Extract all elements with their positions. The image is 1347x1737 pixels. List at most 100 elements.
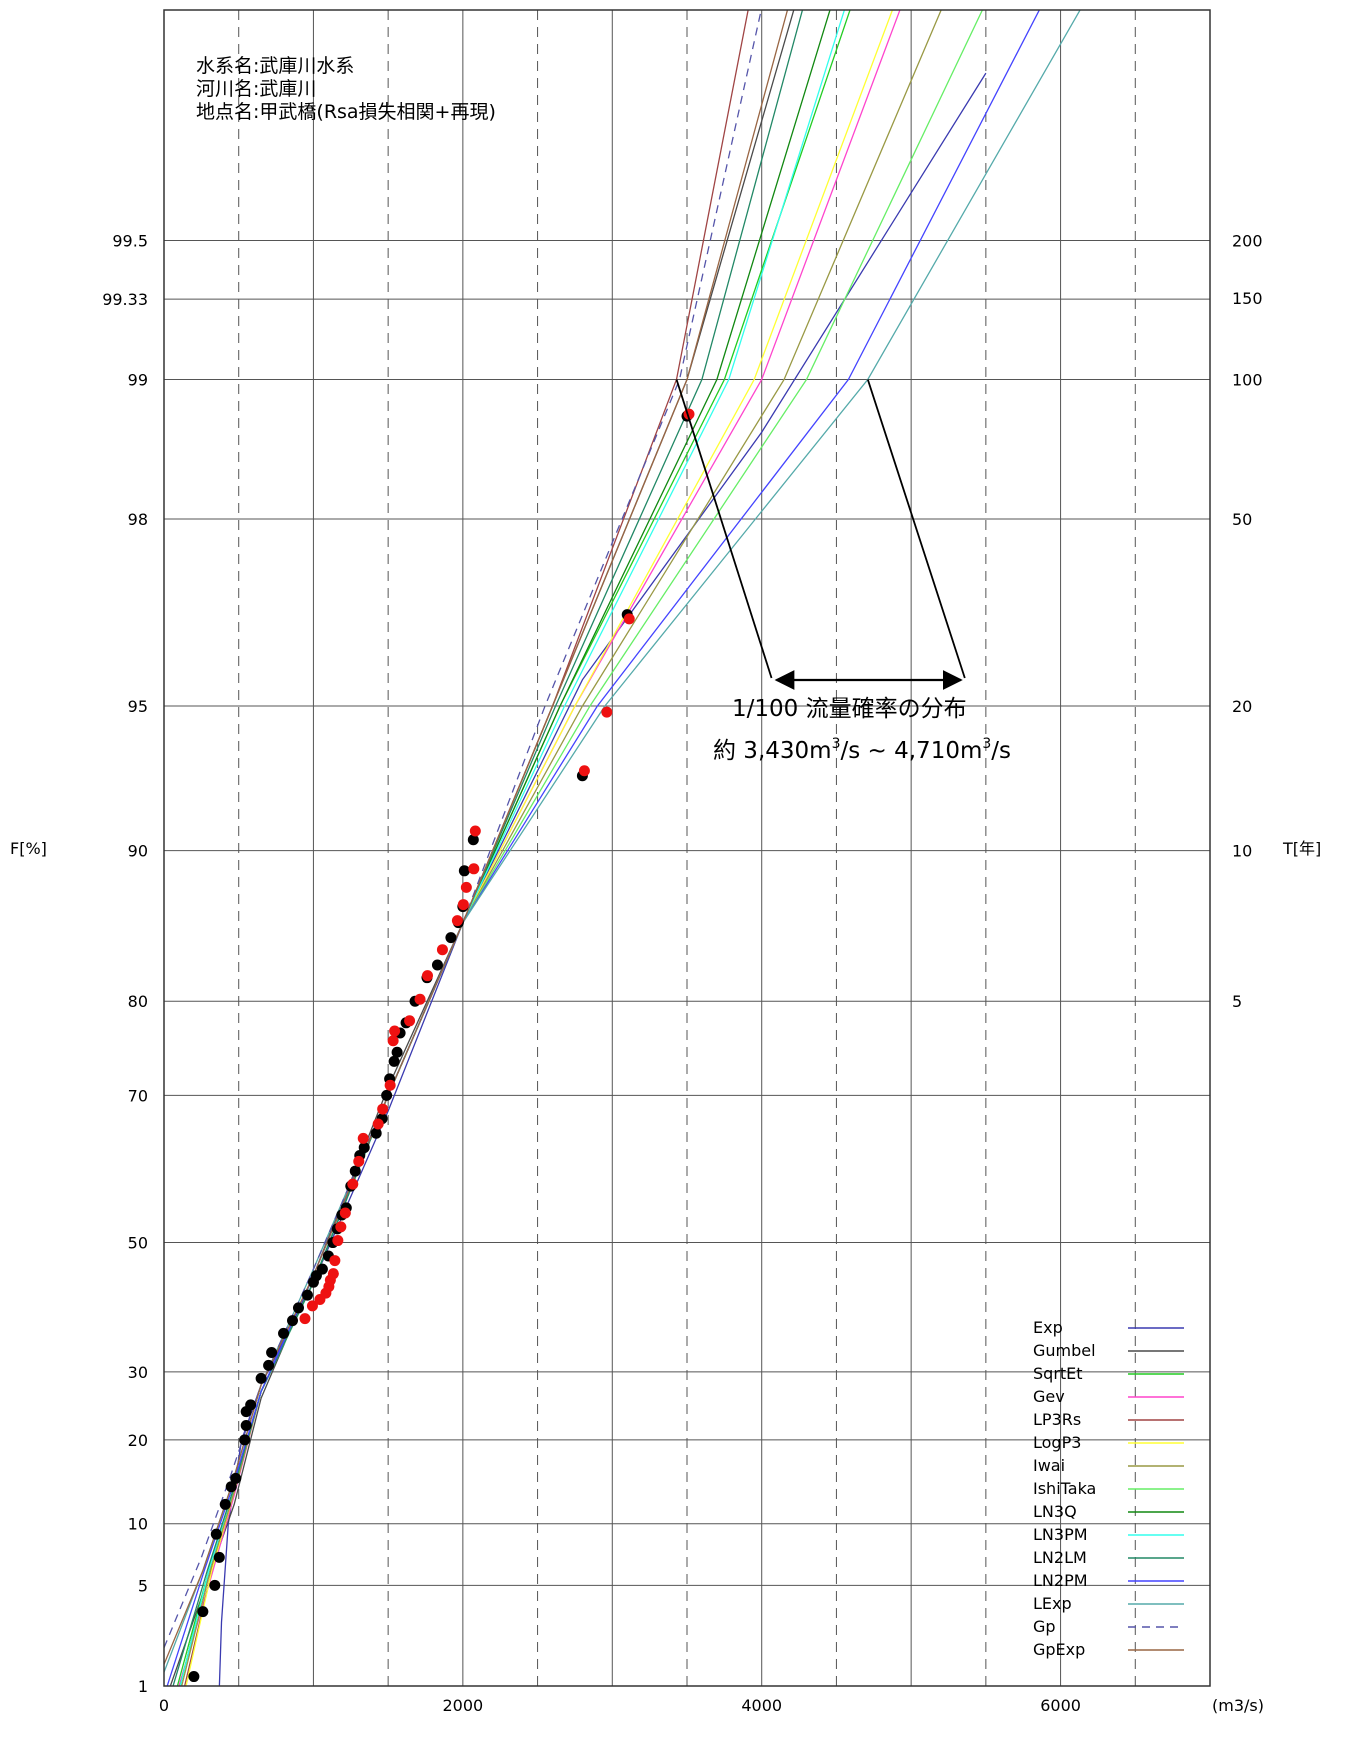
- f-tick-label: 30: [128, 1363, 148, 1382]
- legend-label: LP3Rs: [1033, 1410, 1081, 1429]
- t-tick-label: 100: [1232, 370, 1263, 389]
- f-tick-label: 70: [128, 1086, 148, 1105]
- observed-point-alt: [468, 863, 480, 875]
- observed-point: [263, 1359, 275, 1371]
- observed-point-alt: [357, 1132, 369, 1144]
- info-line-station: 地点名:甲武橋(Rsa損失相関+再現): [196, 101, 496, 123]
- observed-point-alt: [306, 1300, 318, 1312]
- plot-frame: [163, 9, 1211, 1687]
- series-line-lexp: [164, 10, 1081, 1673]
- observed-point-alt: [436, 944, 448, 956]
- legend-label: Gp: [1033, 1617, 1056, 1636]
- observed-point: [388, 1055, 400, 1067]
- observed-point-alt: [299, 1313, 311, 1325]
- x-tick-label: 4000: [741, 1696, 782, 1715]
- legend-label: LN3PM: [1033, 1525, 1088, 1544]
- observed-point-alt: [422, 970, 433, 982]
- legend-label: Exp: [1033, 1318, 1063, 1337]
- observed-point: [381, 1089, 393, 1101]
- annotation-range-prefix: 約 3,430m: [713, 738, 832, 764]
- observed-point: [278, 1327, 290, 1339]
- observed-point: [349, 1165, 361, 1177]
- observed-point-alt: [372, 1118, 384, 1130]
- observed-point-alt: [451, 915, 463, 927]
- series-line-exp: [218, 72, 987, 1686]
- observed-point: [467, 834, 479, 846]
- series-layer: [164, 10, 1081, 1686]
- legend-label: LN3Q: [1033, 1502, 1077, 1521]
- observed-point-alt: [353, 1155, 365, 1167]
- observed-point-alt: [469, 825, 481, 837]
- x-tick-label: 0: [159, 1696, 169, 1715]
- f-tick-label: 99: [128, 370, 148, 389]
- legend-label: GpExp: [1033, 1640, 1085, 1659]
- observed-point: [225, 1481, 237, 1493]
- f-tick-label: 99.5: [112, 231, 148, 250]
- legend-label: Gumbel: [1033, 1341, 1096, 1360]
- observed-point-alt: [329, 1255, 341, 1267]
- annotation-1-100: 1/100 流量確率の分布 約 3,430m3/s ~ 4,710m3/s: [675, 379, 1011, 764]
- observed-point: [316, 1263, 328, 1275]
- observed-point: [391, 1046, 403, 1058]
- x-tick-label: 6000: [1040, 1696, 1081, 1715]
- f-tick-label: 1: [138, 1677, 148, 1696]
- observed-point: [287, 1315, 299, 1327]
- observed-point: [210, 1528, 222, 1540]
- observed-point: [301, 1289, 313, 1301]
- observed-point: [370, 1127, 382, 1139]
- observed-point-alt: [384, 1079, 396, 1091]
- observed-points-layer: [188, 408, 695, 1683]
- observed-point-alt: [623, 613, 635, 625]
- f-tick-label: 10: [128, 1515, 148, 1534]
- observed-point: [292, 1302, 304, 1314]
- f-tick-label: 90: [128, 842, 148, 861]
- observed-point: [266, 1347, 278, 1359]
- series-line-ln3pm: [179, 10, 846, 1686]
- legend-label: LExp: [1033, 1594, 1072, 1613]
- observed-point-alt: [578, 765, 590, 777]
- observed-point-alt: [332, 1235, 344, 1247]
- legend-label: LN2PM: [1033, 1571, 1088, 1590]
- legend-label: IshiTaka: [1033, 1479, 1096, 1498]
- observed-point-alt: [460, 881, 472, 893]
- t-tick-label: 150: [1232, 289, 1263, 308]
- series-line-sqrtet: [176, 10, 851, 1686]
- annotation-sup-2: 3: [982, 736, 991, 752]
- observed-point: [358, 1142, 370, 1154]
- observed-point-alt: [339, 1207, 351, 1219]
- observed-point: [458, 865, 470, 877]
- annotation-range: 約 3,430m3/s ~ 4,710m3/s: [713, 736, 1011, 764]
- legend-label: Gev: [1033, 1387, 1065, 1406]
- legend: Exp Gumbel SqrtEt Gev LP3Rs LogP3 Iwai IshiTaka…: [1033, 1318, 1184, 1659]
- observed-point: [197, 1606, 209, 1618]
- observed-point: [213, 1551, 225, 1563]
- series-line-ishitaka: [179, 10, 984, 1686]
- t-tick-label: 200: [1232, 231, 1263, 250]
- observed-point: [230, 1472, 242, 1484]
- observed-point-alt: [347, 1178, 359, 1190]
- annotation-range-suffix: /s: [991, 738, 1011, 764]
- f-tick-label: 20: [128, 1431, 148, 1450]
- observed-point-alt: [404, 1015, 416, 1027]
- observed-point: [445, 932, 457, 944]
- observed-point: [255, 1372, 267, 1384]
- observed-point: [431, 959, 443, 971]
- observed-point: [209, 1579, 221, 1591]
- series-line-gev: [178, 10, 901, 1686]
- legend-label: Iwai: [1033, 1456, 1065, 1475]
- observed-point: [245, 1399, 257, 1411]
- series-line-gp: [164, 10, 762, 1649]
- t-tick-label: 5: [1232, 992, 1242, 1011]
- series-line-gumbel: [169, 10, 795, 1686]
- series-line-iwai: [181, 10, 942, 1686]
- annotation-range-mid: /s ~ 4,710m: [840, 738, 982, 764]
- axis-labels: 151020305070809095989999.3399.5510205010…: [10, 231, 1321, 1715]
- annotation-leader-left: [675, 379, 773, 679]
- observed-point-alt: [601, 706, 613, 718]
- observed-point-alt: [377, 1103, 389, 1115]
- series-line-ln2pm: [166, 10, 1041, 1686]
- observed-point-alt: [457, 899, 469, 911]
- plot-grid: [163, 10, 1211, 1687]
- annotation-title: 1/100 流量確率の分布: [732, 696, 967, 722]
- observed-point-alt: [335, 1221, 347, 1233]
